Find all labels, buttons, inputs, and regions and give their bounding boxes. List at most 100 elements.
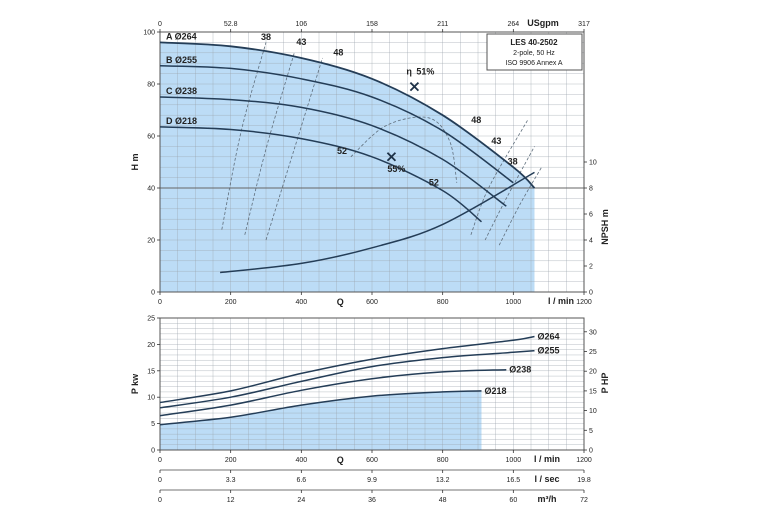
efficiency-label: 43 xyxy=(491,136,501,146)
head-curve-label: A Ø264 xyxy=(166,31,197,41)
x-tick-label: 13.2 xyxy=(436,477,450,484)
y-tick-label: 0 xyxy=(151,448,155,455)
npsh-curve xyxy=(220,171,535,274)
y-tick-label: 10 xyxy=(147,395,155,402)
power-curve-Ø218 xyxy=(159,390,482,426)
x-unit-label: m³/h xyxy=(538,494,557,504)
power-chart: Ø264 Ø255 Ø238 Ø218 0 5 10 15 20 25 0 5 10 15 20 25 30 P … xyxy=(130,316,610,505)
x-unit-label: l / sec xyxy=(534,474,559,484)
x-tick-label: 400 xyxy=(295,457,307,464)
y2-tick-label: 6 xyxy=(589,212,593,219)
x-tick-label: 3.3 xyxy=(226,477,236,484)
x-axis-title: Q xyxy=(337,455,344,465)
efficiency-label: 38 xyxy=(261,32,271,42)
x-tick-label: 12 xyxy=(227,497,235,504)
x-tick-label: 200 xyxy=(225,299,237,306)
y2-tick-label: 15 xyxy=(589,388,597,395)
y2-tick-label: 5 xyxy=(589,428,593,435)
x-tick-label: 36 xyxy=(368,497,376,504)
y2-tick-label: 25 xyxy=(589,349,597,356)
efficiency-curve-43 xyxy=(244,52,295,235)
bep-label: 55% xyxy=(387,164,405,174)
x-tick-label: 1200 xyxy=(576,457,592,464)
power-curve-label: Ø264 xyxy=(538,331,560,341)
x-tick-label: 60 xyxy=(509,497,517,504)
x-tick-label: 72 xyxy=(580,497,588,504)
x-tick-label: 19.8 xyxy=(577,477,591,484)
efficiency-label: 38 xyxy=(508,157,518,167)
y2-tick-label: 2 xyxy=(589,264,593,271)
x-top-tick-label: 0 xyxy=(158,21,162,28)
head-curve-label: B Ø255 xyxy=(166,55,197,65)
x-unit-label: l / min xyxy=(534,454,560,464)
x-tick-label: 600 xyxy=(366,457,378,464)
power-curve-Ø238 xyxy=(159,368,507,417)
y2-tick-label: 0 xyxy=(589,290,593,297)
y-tick-label: 40 xyxy=(147,186,155,193)
y-tick-label: 60 xyxy=(147,134,155,141)
power-curve-Ø264 xyxy=(159,335,535,404)
x-tick-label: 16.5 xyxy=(507,477,521,484)
head-curve-label: D Ø218 xyxy=(166,116,197,126)
y2-tick-label: 20 xyxy=(589,369,597,376)
x-top-tick-label: 106 xyxy=(295,21,307,28)
info-line3: ISO 9906 Annex A xyxy=(505,60,563,67)
info-line2: 2-pole, 50 Hz xyxy=(513,50,555,57)
y2-tick-label: 10 xyxy=(589,160,597,167)
y-tick-label: 0 xyxy=(151,290,155,297)
x-tick-label: 24 xyxy=(297,497,305,504)
y-axis-title: H m xyxy=(130,153,140,170)
bep-marker xyxy=(386,152,397,162)
y2-tick-label: 30 xyxy=(589,329,597,336)
x-top-tick-label: 264 xyxy=(507,21,519,28)
info-box xyxy=(486,33,583,71)
efficiency-label: 43 xyxy=(296,37,306,47)
x-tick-label: 6.6 xyxy=(296,477,306,484)
efficiency-label: 52 xyxy=(337,146,347,156)
y-tick-label: 15 xyxy=(147,368,155,375)
bep-marker xyxy=(409,81,420,92)
y-tick-label: 25 xyxy=(147,316,155,323)
power-curve-label: Ø255 xyxy=(538,346,560,356)
head-curve-c xyxy=(159,96,507,207)
head-curve-b xyxy=(159,65,514,184)
x-tick-label: 0 xyxy=(158,497,162,504)
operating-area-shading xyxy=(160,390,482,450)
x-tick-label: 0 xyxy=(158,477,162,484)
efficiency-label: 48 xyxy=(471,115,481,125)
x-top-tick-label: 158 xyxy=(366,21,378,28)
efficiency-curve-48 xyxy=(265,57,323,241)
x-tick-label: 800 xyxy=(437,299,449,306)
x-tick-label: 400 xyxy=(295,299,307,306)
x-tick-label: 48 xyxy=(439,497,447,504)
y-tick-label: 20 xyxy=(147,238,155,245)
efficiency-label: 52 xyxy=(429,177,439,187)
head-curve-a xyxy=(159,41,536,189)
efficiency-curve-48 xyxy=(470,120,528,235)
y2-tick-label: 8 xyxy=(589,186,593,193)
x-tick-label: 1200 xyxy=(576,299,592,306)
efficiency-curve-52 xyxy=(350,116,458,183)
x-top-tick-label: 52.8 xyxy=(224,21,238,28)
x-top-tick-label: 317 xyxy=(578,21,590,28)
x-tick-label: 1000 xyxy=(506,457,522,464)
y-tick-label: 100 xyxy=(143,30,155,37)
bep-label: 51% xyxy=(416,67,434,77)
power-curve-Ø255 xyxy=(159,349,535,409)
y2-axis-title: NPSH m xyxy=(600,209,610,245)
x-tick-label: 200 xyxy=(225,457,237,464)
y2-axis-title: P HP xyxy=(600,373,610,394)
head-curve-d xyxy=(159,126,482,223)
x-top-unit: USgpm xyxy=(527,18,559,28)
y-tick-label: 20 xyxy=(147,342,155,349)
x-tick-label: 600 xyxy=(366,299,378,306)
x-tick-label: 9.9 xyxy=(367,477,377,484)
y2-tick-label: 10 xyxy=(589,408,597,415)
x-tick-label: 0 xyxy=(158,457,162,464)
y-tick-label: 5 xyxy=(151,421,155,428)
x-axis-title: Q xyxy=(337,297,344,307)
y-axis-title: P kw xyxy=(130,373,140,394)
x-tick-label: 800 xyxy=(437,457,449,464)
